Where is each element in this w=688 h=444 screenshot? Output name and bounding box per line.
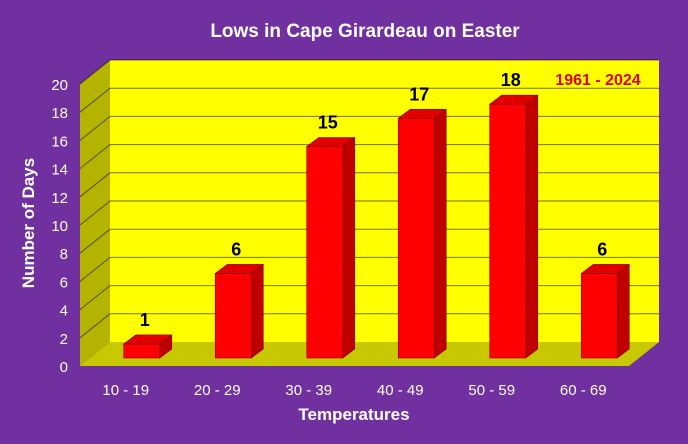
y-tick-label: 6 bbox=[60, 274, 68, 291]
gridline bbox=[79, 256, 659, 282]
gridline bbox=[79, 228, 659, 254]
bar-side bbox=[616, 263, 630, 359]
gridline bbox=[79, 115, 659, 141]
gridline bbox=[79, 313, 659, 339]
gridline bbox=[79, 87, 659, 113]
bar-side bbox=[250, 263, 264, 359]
x-tick-labels: 10 - 19 20 - 29 30 - 39 40 - 49 50 - 59 60 - … bbox=[102, 382, 606, 399]
gridline bbox=[79, 285, 659, 310]
x-tick-label: 40 - 49 bbox=[377, 382, 424, 399]
bar-front bbox=[489, 103, 527, 359]
bar-top bbox=[397, 109, 448, 119]
gridline bbox=[79, 144, 659, 169]
gridline bbox=[79, 59, 659, 85]
y-tick-labels: 0 2 4 6 8 10 12 14 16 18 20 bbox=[51, 77, 68, 376]
gridline bbox=[79, 172, 659, 198]
y-tick-label: 18 bbox=[51, 105, 68, 122]
data-label: 17 bbox=[409, 84, 429, 104]
bar-group bbox=[122, 94, 631, 359]
year-range-annotation: 1961 - 2024 bbox=[555, 72, 641, 89]
gridline bbox=[79, 200, 659, 226]
data-label: 1 bbox=[140, 310, 150, 330]
x-tick-label: 10 - 19 bbox=[102, 382, 149, 399]
bar-top bbox=[122, 334, 173, 345]
bar-side bbox=[433, 108, 447, 359]
y-axis-label: Number of Days bbox=[19, 158, 38, 288]
data-label: 15 bbox=[318, 113, 338, 133]
y-tick-label: 2 bbox=[60, 331, 68, 348]
y-tick-label: 8 bbox=[60, 246, 68, 263]
chart-title: Lows in Cape Girardeau on Easter bbox=[210, 21, 520, 42]
x-axis-label: Temperatures bbox=[298, 405, 409, 424]
bar-front bbox=[214, 273, 252, 359]
bar-side bbox=[525, 94, 539, 359]
y-tick-label: 10 bbox=[51, 218, 68, 235]
bar-front bbox=[306, 146, 344, 359]
y-tick-label: 16 bbox=[51, 133, 68, 150]
bar-side bbox=[342, 136, 356, 359]
data-label: 18 bbox=[501, 70, 521, 90]
bar-front bbox=[580, 273, 618, 359]
x-tick-label: 50 - 59 bbox=[468, 382, 515, 399]
data-label: 6 bbox=[597, 239, 607, 259]
x-tick-label: 60 - 69 bbox=[560, 382, 607, 399]
y-tick-label: 4 bbox=[60, 303, 68, 320]
bar-front bbox=[123, 343, 161, 359]
bar-front bbox=[397, 118, 435, 359]
bar bbox=[397, 108, 448, 359]
x-tick-label: 20 - 29 bbox=[194, 382, 241, 399]
bar-top bbox=[305, 137, 356, 147]
gridlines bbox=[79, 59, 659, 339]
bar bbox=[488, 94, 539, 359]
bar bbox=[122, 334, 173, 359]
bar-top bbox=[580, 264, 631, 274]
bar-top bbox=[488, 94, 539, 105]
bar bbox=[305, 136, 356, 359]
y-tick-label: 12 bbox=[51, 190, 68, 207]
y-tick-label: 20 bbox=[51, 77, 68, 94]
x-tick-label: 30 - 39 bbox=[285, 382, 332, 399]
data-label: 6 bbox=[231, 239, 241, 259]
y-tick-label: 14 bbox=[51, 162, 68, 179]
data-labels: 1 6 15 17 18 6 bbox=[140, 70, 608, 330]
y-tick-label: 0 bbox=[60, 359, 68, 376]
bar bbox=[214, 263, 265, 359]
bar bbox=[580, 263, 631, 359]
bar-top bbox=[214, 264, 265, 274]
